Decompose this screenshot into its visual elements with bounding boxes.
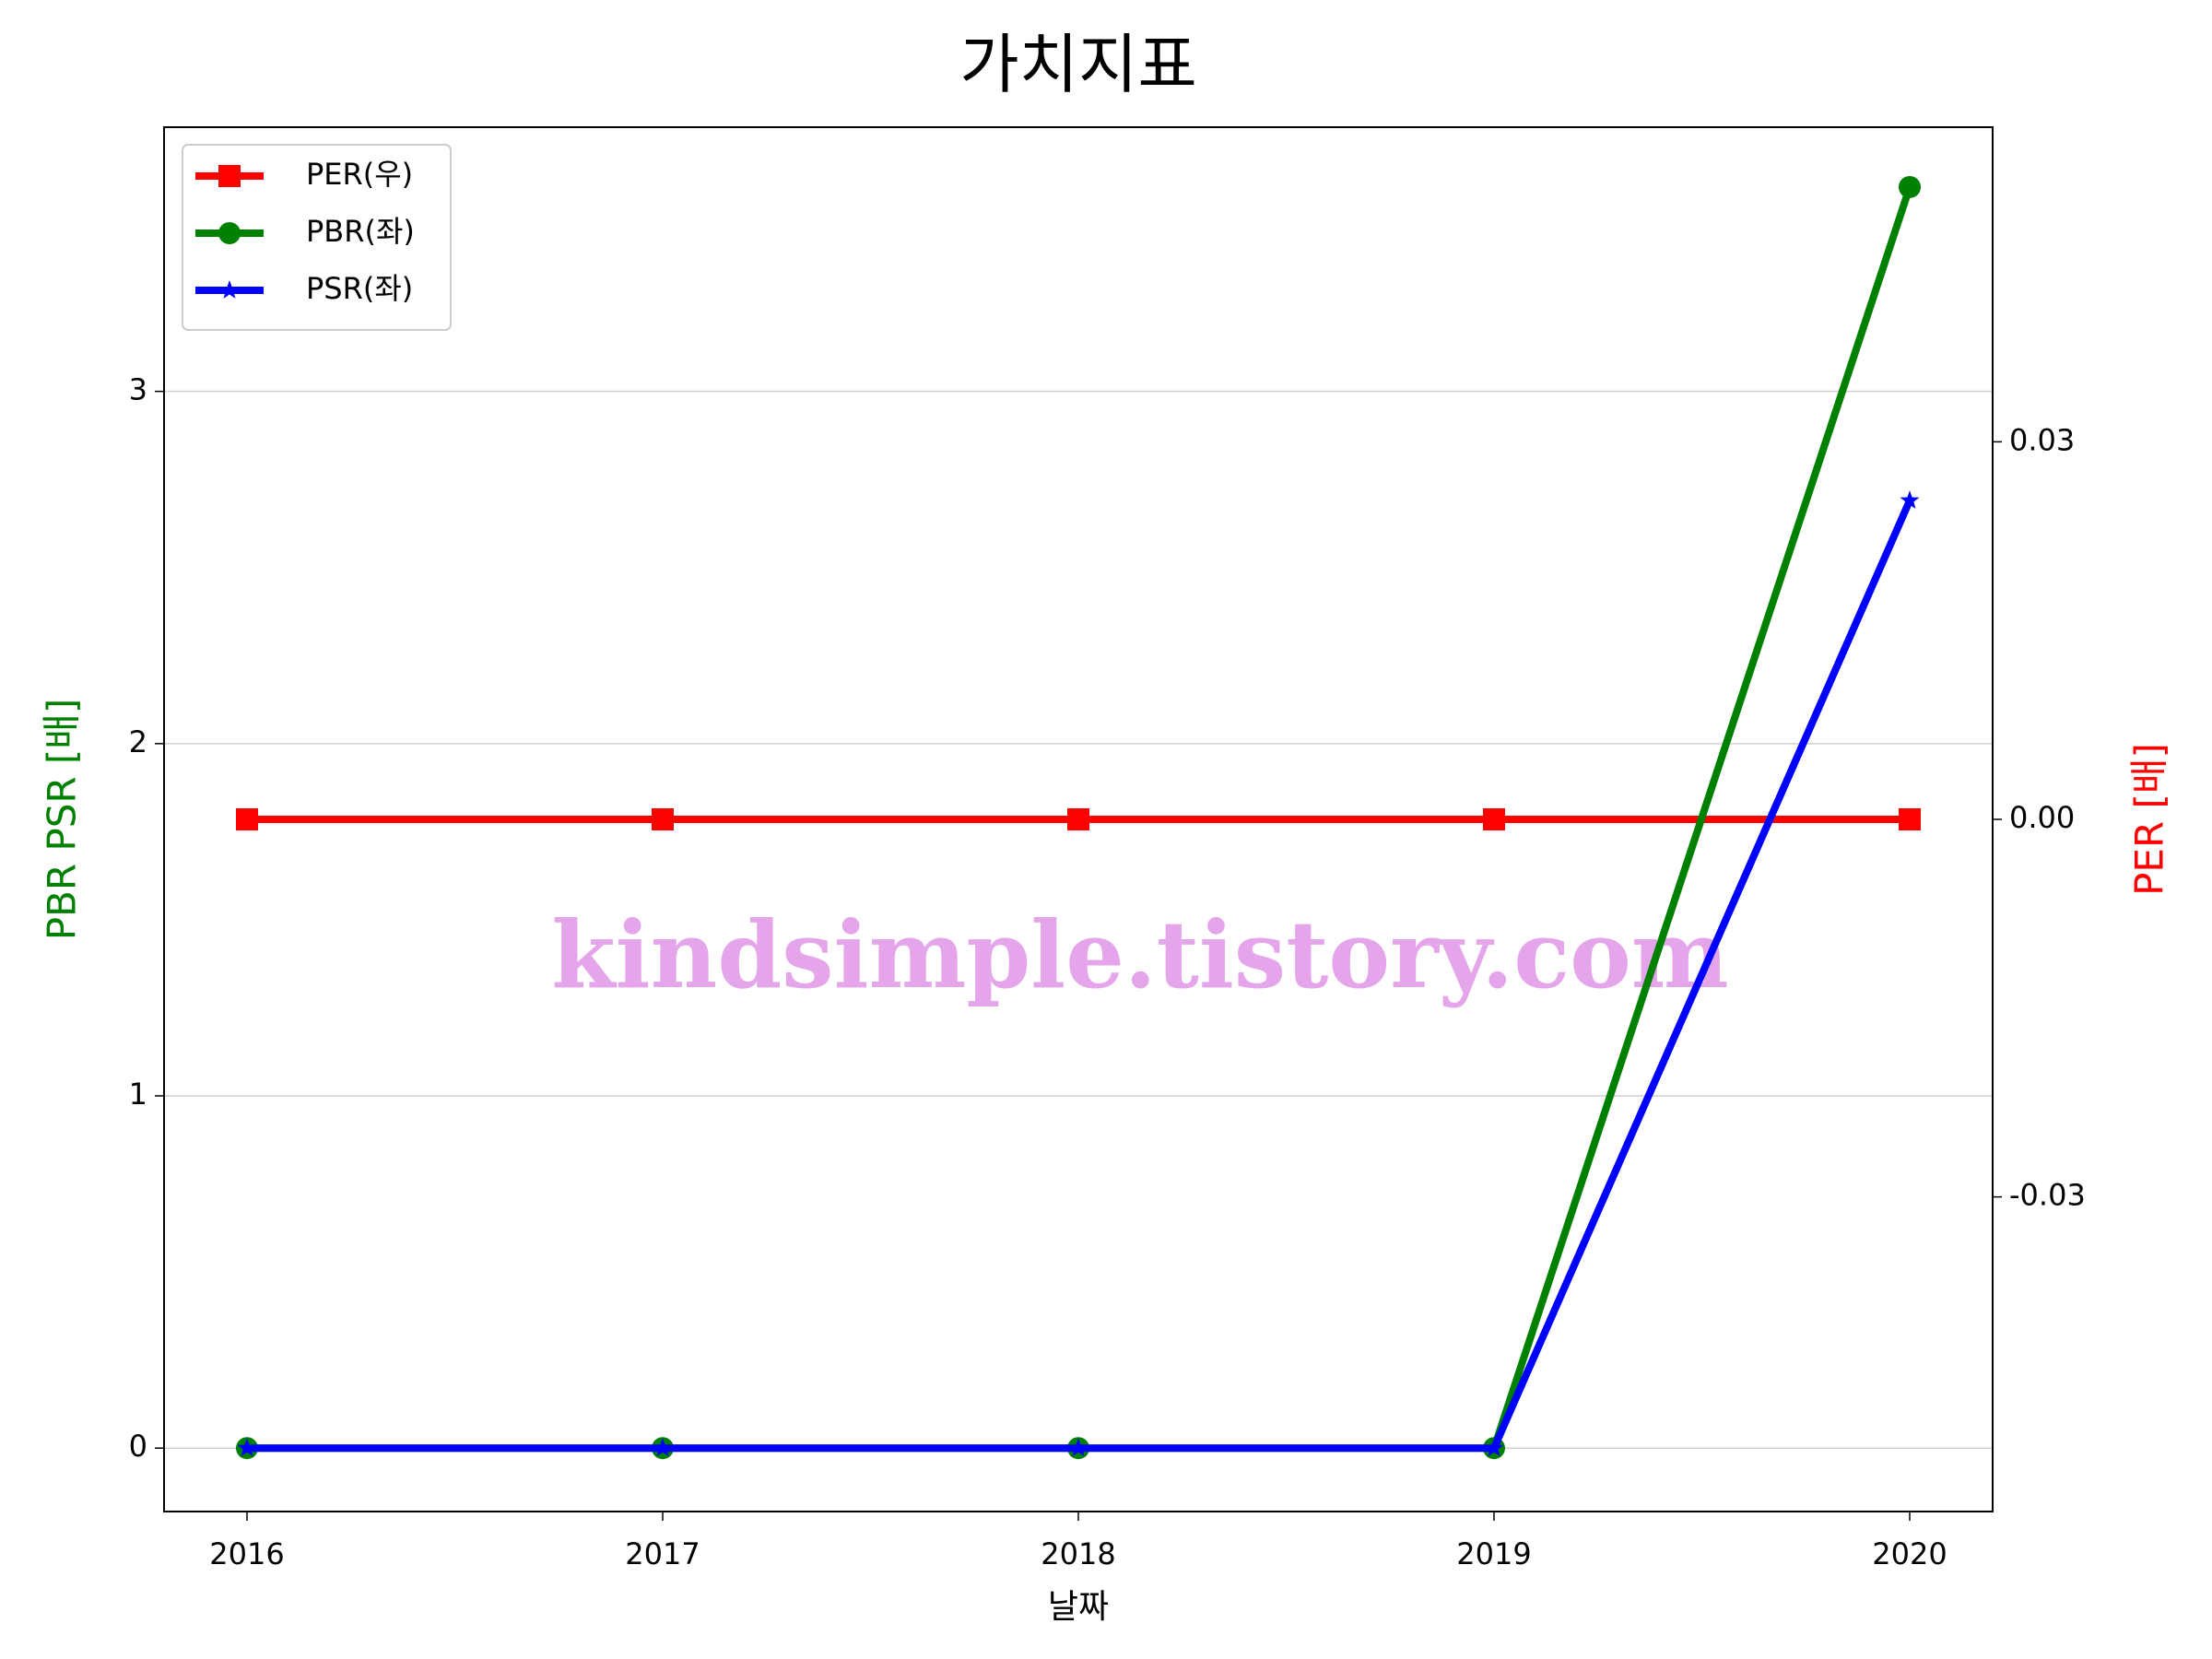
x-tick-label: 2019 [1456, 1536, 1531, 1571]
x-tick-label: 2016 [209, 1536, 284, 1571]
chart-title: 가치지표 [959, 27, 1197, 102]
marker [652, 808, 674, 830]
y2-tick-label: 0.00 [2009, 800, 2075, 835]
y-axis-label: PBR PSR [배] [40, 699, 85, 941]
marker [1484, 1438, 1504, 1457]
x-tick-label: 2020 [1872, 1536, 1947, 1571]
marker [236, 808, 258, 830]
y-tick-label: 3 [129, 372, 147, 407]
legend-label: PER(우) [306, 157, 413, 192]
marker [1899, 175, 1921, 198]
x-axis-label: 날짜 [1048, 1588, 1109, 1626]
y-tick-label: 2 [129, 724, 147, 759]
y2-tick-label: -0.03 [2009, 1178, 2086, 1213]
legend-marker [219, 280, 240, 299]
watermark: kindsimple.tistory.com [551, 900, 1728, 1009]
x-tick-label: 2017 [625, 1536, 700, 1571]
plot-frame [163, 126, 1994, 1512]
x-tick-label: 2018 [1041, 1536, 1115, 1571]
marker [219, 280, 240, 299]
marker [1483, 808, 1505, 830]
marker [237, 1438, 257, 1457]
legend-marker [218, 165, 241, 187]
marker [653, 1438, 673, 1457]
y-tick-label: 0 [129, 1429, 147, 1464]
legend-marker [218, 222, 241, 244]
y2-axis-label: PER [배] [2127, 743, 2172, 896]
y2-tick-label: 0.03 [2009, 422, 2075, 457]
marker [1067, 808, 1089, 830]
marker [1899, 808, 1921, 830]
marker [218, 165, 241, 187]
marker [1900, 490, 1920, 509]
marker [218, 222, 241, 244]
legend-label: PBR(좌) [306, 214, 415, 249]
legend-box [182, 144, 452, 331]
legend-label: PSR(좌) [306, 271, 413, 306]
y-tick-label: 1 [129, 1077, 147, 1112]
marker [1068, 1438, 1088, 1457]
